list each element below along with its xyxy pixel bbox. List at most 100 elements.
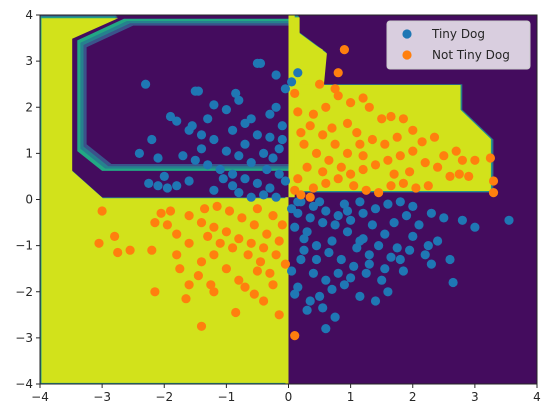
not-tiny-dog-point (346, 169, 356, 179)
tiny-dog-point (383, 199, 393, 209)
not-tiny-dog-point (184, 211, 194, 221)
legend-label: Tiny Dog (431, 27, 485, 41)
x-tick-label: 3 (471, 390, 479, 404)
not-tiny-dog-point (249, 220, 259, 230)
not-tiny-dog-point (203, 231, 213, 241)
not-tiny-dog-point (196, 321, 207, 331)
tiny-dog-point (184, 176, 194, 186)
not-tiny-dog-point (305, 192, 315, 202)
tiny-dog-point (380, 229, 390, 239)
not-tiny-dog-point (113, 247, 123, 258)
not-tiny-dog-point (243, 250, 253, 260)
tiny-dog-point (287, 266, 297, 276)
not-tiny-dog-point (451, 146, 461, 156)
not-tiny-dog-point (327, 123, 337, 133)
not-tiny-dog-point (308, 183, 318, 193)
not-tiny-dog-point (184, 280, 194, 290)
tiny-dog-point (330, 312, 340, 322)
x-tick-label: 2 (409, 390, 417, 404)
tiny-dog-point (218, 174, 228, 184)
y-tick-label: 4 (25, 8, 33, 22)
not-tiny-dog-point (271, 250, 281, 260)
tiny-dog-point (172, 181, 182, 191)
tiny-dog-point (324, 247, 334, 258)
tiny-dog-point (426, 259, 436, 269)
not-tiny-dog-point (181, 294, 191, 304)
tiny-dog-point (349, 261, 359, 271)
not-tiny-dog-point (361, 185, 371, 195)
not-tiny-dog-point (110, 231, 120, 241)
not-tiny-dog-point (234, 234, 244, 244)
not-tiny-dog-point (321, 102, 331, 112)
y-tick-label: −1 (15, 239, 33, 253)
legend-box (386, 20, 531, 70)
scatter-points (94, 45, 514, 341)
not-tiny-dog-point (265, 268, 275, 278)
y-tick-label: −2 (15, 285, 33, 299)
not-tiny-dog-point (423, 181, 433, 191)
tiny-dog-point (395, 197, 405, 207)
tiny-dog-point (193, 86, 203, 96)
tiny-dog-point (187, 121, 197, 131)
tiny-dog-point (280, 84, 290, 94)
not-tiny-dog-point (411, 183, 421, 193)
not-tiny-dog-point (290, 88, 300, 98)
tiny-dog-point (321, 324, 331, 334)
not-tiny-dog-point (296, 128, 306, 138)
not-tiny-dog-point (383, 155, 393, 165)
tiny-dog-point (287, 77, 297, 87)
not-tiny-dog-point (333, 91, 343, 101)
tiny-dog-point (398, 266, 408, 276)
not-tiny-dog-point (290, 331, 300, 341)
region-upper-strip (288, 15, 323, 198)
tiny-dog-point (302, 305, 312, 315)
x-tick-label: −4 (31, 390, 49, 404)
not-tiny-dog-point (349, 181, 359, 191)
not-tiny-dog-point (293, 107, 303, 117)
not-tiny-dog-point (445, 171, 455, 181)
tiny-dog-point (504, 215, 514, 225)
tiny-dog-point (240, 174, 250, 184)
not-tiny-dog-point (249, 289, 259, 299)
tiny-dog-point (228, 169, 238, 179)
tiny-dog-point (423, 241, 433, 251)
region-upper-right-band (290, 17, 491, 192)
tiny-dog-point (274, 144, 284, 154)
tiny-dog-point (433, 236, 443, 246)
not-tiny-dog-point (237, 213, 247, 223)
not-tiny-dog-point (196, 218, 207, 228)
not-tiny-dog-point (94, 238, 104, 248)
not-tiny-dog-point (333, 174, 343, 184)
not-tiny-dog-point (252, 204, 262, 214)
tiny-dog-point (299, 234, 309, 244)
not-tiny-dog-point (395, 151, 405, 161)
tiny-dog-point (346, 215, 356, 225)
tiny-dog-point (153, 153, 163, 163)
tiny-dog-point (389, 218, 399, 228)
not-tiny-dog-point (358, 164, 368, 175)
tiny-dog-point (405, 245, 415, 255)
not-tiny-dog-point (290, 185, 300, 195)
tiny-dog-point (280, 176, 290, 186)
tiny-dog-point (336, 254, 346, 265)
not-tiny-dog-point (398, 114, 408, 124)
not-tiny-dog-point (429, 132, 440, 142)
tiny-dog-point (426, 208, 436, 218)
tiny-dog-point (203, 114, 213, 124)
not-tiny-dog-point (274, 236, 284, 246)
not-tiny-dog-point (358, 151, 368, 161)
not-tiny-dog-point (408, 146, 418, 156)
not-tiny-dog-point (488, 176, 499, 186)
tiny-dog-point (364, 259, 374, 269)
x-tick-label: −3 (93, 390, 111, 404)
not-tiny-dog-point (355, 139, 365, 149)
not-tiny-dog-point (324, 155, 334, 165)
tiny-dog-point (209, 134, 219, 145)
tiny-dog-point (153, 181, 163, 191)
not-tiny-dog-point (209, 250, 219, 260)
tiny-dog-point (271, 70, 281, 80)
tiny-dog-point (370, 204, 381, 214)
not-tiny-dog-point (302, 162, 312, 172)
tiny-dog-point (240, 118, 250, 128)
not-tiny-dog-point (165, 206, 176, 216)
